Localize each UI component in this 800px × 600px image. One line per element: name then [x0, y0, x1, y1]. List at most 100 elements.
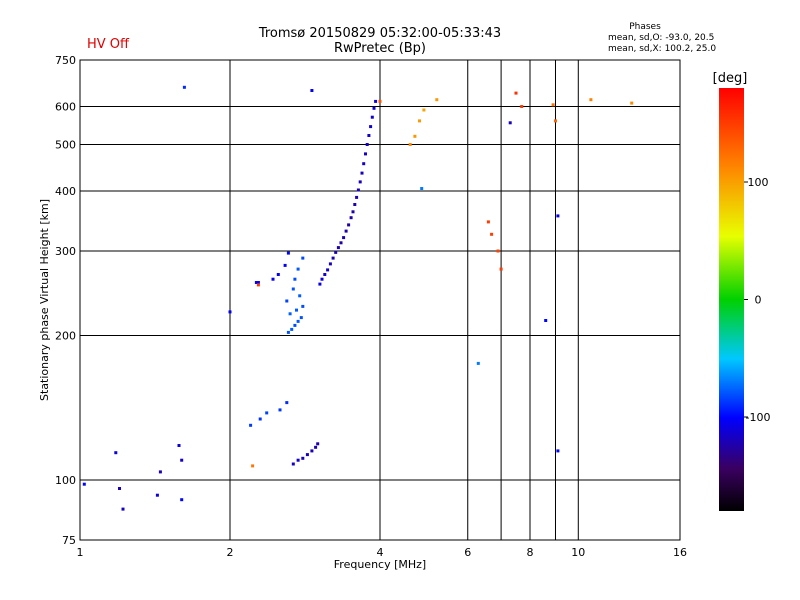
data-point [301, 256, 305, 260]
data-point [365, 143, 369, 146]
data-point [544, 319, 548, 322]
data-point [344, 229, 348, 233]
chart-subtitle: RwPretec (Bp) [333, 41, 427, 56]
data-point [367, 134, 371, 137]
y-tick-label: 750 [55, 54, 76, 67]
data-point [258, 417, 262, 421]
data-point [499, 267, 503, 271]
data-point [316, 442, 320, 446]
data-point [355, 195, 359, 199]
y-tick-labels: 75 100 200 300 400 500 600 750 [55, 54, 76, 547]
data-point [82, 482, 86, 486]
data-point [296, 458, 300, 462]
chart-title: Tromsø 20150829 05:32:00-05:33:43 [258, 26, 502, 41]
data-point [556, 449, 560, 453]
data-point [118, 487, 121, 490]
data-point [265, 411, 269, 415]
hv-status: HV Off [87, 37, 129, 52]
y-tick-label: 400 [55, 185, 76, 198]
data-point [298, 294, 302, 298]
data-point [496, 249, 500, 253]
data-point [420, 187, 424, 190]
y-tick-label: 75 [62, 534, 76, 547]
data-point [372, 106, 376, 110]
data-point [328, 262, 332, 266]
data-point [278, 408, 282, 412]
y-tick-label: 200 [55, 330, 76, 343]
data-point [271, 277, 275, 281]
x-tick-label: 8 [527, 546, 534, 559]
data-point [320, 277, 324, 281]
data-point [286, 330, 290, 334]
colorbar-tick-label: 0 [755, 294, 762, 307]
data-point [358, 180, 362, 184]
x-tick-label: 1 [77, 546, 84, 559]
data-point [364, 152, 367, 156]
data-point [336, 246, 340, 250]
data-point [180, 458, 184, 462]
data-point [556, 214, 560, 218]
data-point [374, 99, 378, 103]
data-point [296, 319, 300, 323]
data-point [286, 251, 290, 255]
data-point [310, 89, 314, 92]
data-point [158, 470, 162, 474]
data-point [508, 121, 512, 125]
data-point [276, 273, 280, 276]
data-point [293, 323, 297, 327]
data-point [323, 273, 327, 276]
y-tick-label: 100 [55, 474, 76, 487]
colorbar-tick-label: 100 [748, 176, 769, 189]
data-point [305, 453, 309, 457]
colorbar [719, 88, 744, 511]
x-tick-label: 16 [673, 546, 687, 559]
y-tick-label: 500 [55, 139, 76, 152]
data-point [291, 287, 295, 291]
data-point [476, 361, 480, 365]
data-point [114, 451, 118, 455]
stats-heading: Phases [629, 22, 661, 32]
data-point [285, 299, 289, 303]
data-point [362, 162, 366, 166]
data-point [180, 498, 184, 502]
data-point [249, 423, 253, 427]
data-point [254, 281, 258, 284]
data-point [490, 232, 494, 236]
data-point [422, 108, 426, 112]
colorbar-label: [deg] [713, 71, 748, 86]
x-tick-label: 10 [571, 546, 585, 559]
data-point [408, 143, 412, 146]
data-point [177, 444, 181, 447]
plot-frame [79, 59, 681, 541]
data-point [301, 456, 305, 460]
grid [80, 60, 680, 540]
data-point [295, 308, 298, 312]
data-point [349, 216, 353, 220]
data-point [360, 171, 364, 175]
data-point [514, 91, 518, 95]
data-point [326, 268, 330, 272]
data-point [283, 263, 287, 267]
stats-x-mode: mean, sd,X: 100.2, 25.0 [608, 44, 717, 54]
data-point [121, 507, 125, 511]
data-point [299, 316, 303, 320]
data-point [290, 327, 294, 331]
data-point [418, 119, 421, 123]
data-point [520, 105, 524, 108]
data-point [296, 267, 300, 271]
data-point [301, 304, 305, 308]
data-point [285, 401, 289, 405]
data-point [413, 134, 417, 138]
data-point [356, 188, 360, 192]
data-point [351, 210, 355, 214]
stats-o-mode: mean, sd,O: -93.0, 20.5 [608, 33, 715, 43]
data-point [551, 103, 555, 107]
data-point [251, 464, 255, 468]
data-point [291, 462, 295, 466]
data-point [486, 220, 490, 224]
data-points [82, 85, 634, 511]
data-point [630, 101, 634, 105]
data-point [155, 493, 159, 497]
